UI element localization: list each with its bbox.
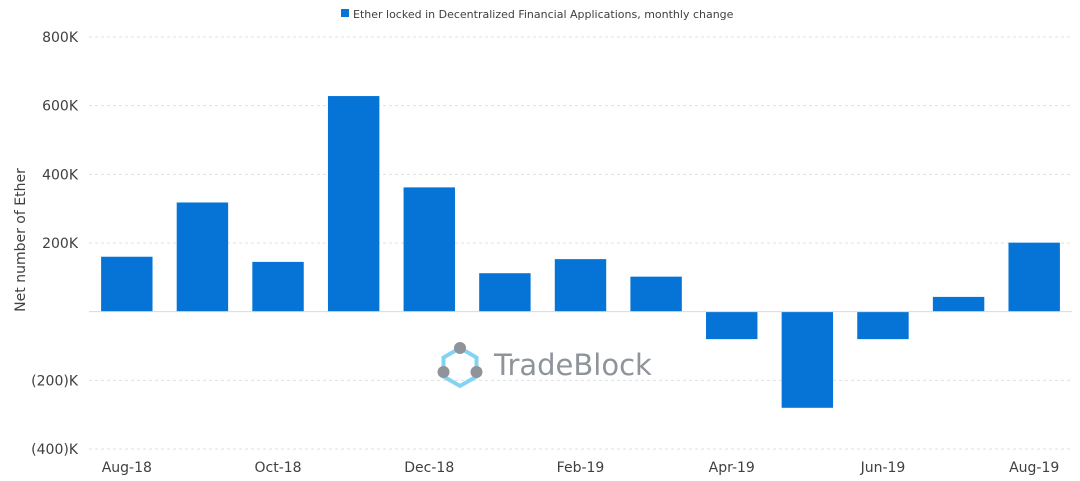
bar-may-19 [781, 311, 834, 408]
y-tick-label: 600K [42, 99, 79, 115]
bar-sep-18 [176, 202, 229, 312]
bar-dec-18 [403, 187, 455, 312]
x-axis: Aug-18 Oct-18 Dec-18 Feb-19 Apr-19 Jun-19 Aug-… [102, 460, 1060, 476]
bar-oct-18 [252, 261, 304, 312]
tradeblock-logo-icon [437, 342, 483, 389]
legend: Ether locked in Decentralized Financial … [341, 8, 734, 21]
bar-feb-19 [554, 259, 607, 312]
x-tick-label: Dec-18 [404, 460, 454, 476]
y-axis: (400)K (200)K 200K 400K 600K 800K [31, 30, 79, 458]
grid [89, 36, 1072, 450]
y-axis-title: Net number of Ether [13, 168, 29, 312]
legend-swatch [341, 9, 349, 17]
bar-jul-19 [932, 296, 985, 312]
y-tick-label: 800K [42, 30, 79, 46]
watermark: TradeBlock [437, 342, 652, 389]
y-tick-label: (200)K [31, 373, 79, 389]
bar-nov-18 [327, 96, 380, 312]
bar-jun-19 [857, 311, 909, 340]
x-tick-label: Feb-19 [557, 460, 605, 476]
bar-jan-19 [479, 273, 531, 312]
bar-aug-18 [101, 256, 153, 312]
bar-aug-19 [1008, 242, 1060, 312]
bar-apr-19 [706, 311, 758, 340]
x-tick-label: Jun-19 [860, 460, 906, 476]
bar-mar-19 [630, 276, 682, 312]
x-tick-label: Aug-18 [102, 460, 152, 476]
y-tick-label: 400K [42, 167, 79, 183]
bars [101, 96, 1060, 408]
x-tick-label: Oct-18 [254, 460, 301, 476]
legend-label: Ether locked in Decentralized Financial … [353, 8, 734, 21]
watermark-text: TradeBlock [493, 348, 652, 382]
x-tick-label: Aug-19 [1009, 460, 1059, 476]
y-tick-label: (400)K [31, 442, 79, 458]
y-tick-label: 200K [42, 236, 79, 252]
x-tick-label: Apr-19 [709, 460, 755, 476]
